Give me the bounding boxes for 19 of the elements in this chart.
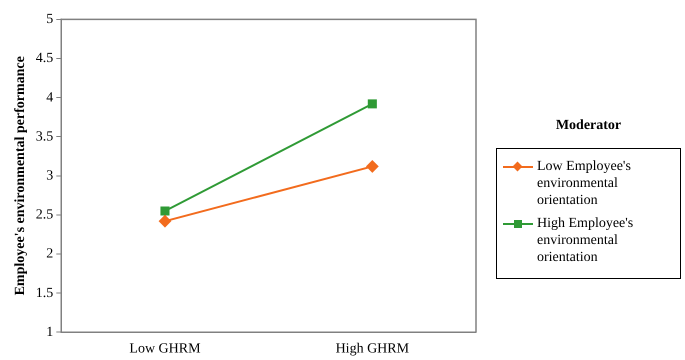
y-tick-label: 3.5 — [36, 129, 54, 144]
legend-label: High Employee's environmental orientation — [537, 215, 634, 266]
legend-label: Low Employee's environmental orientation — [537, 158, 632, 209]
y-tick-label: 4.5 — [36, 51, 54, 66]
y-axis-title: Employee's environmental performance — [13, 56, 28, 296]
point — [368, 99, 377, 108]
x-tick-label: Low GHRM — [129, 341, 202, 356]
y-tick-label: 1.5 — [36, 286, 54, 301]
y-tick-label: 5 — [46, 12, 54, 28]
point — [158, 215, 171, 228]
y-tick-label: 4 — [46, 90, 54, 106]
x-tick-label: High GHRM — [336, 341, 410, 356]
y-tick-label: 2 — [46, 246, 54, 262]
y-tick-label: 2.5 — [36, 208, 54, 223]
legend-title: Moderator — [554, 118, 622, 134]
point — [366, 160, 378, 172]
y-tick-label: 1 — [46, 324, 54, 340]
point — [160, 206, 170, 216]
y-tick-label: 3 — [46, 168, 54, 184]
